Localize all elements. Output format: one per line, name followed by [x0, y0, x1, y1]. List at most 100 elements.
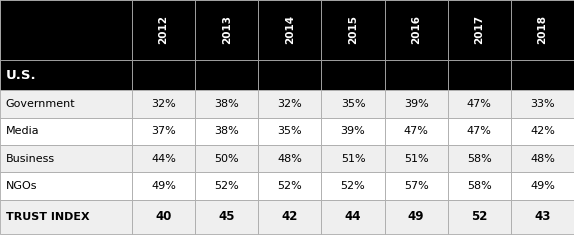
Bar — [0, 90, 132, 118]
Bar — [511, 172, 574, 200]
Bar — [448, 118, 511, 145]
Bar — [132, 118, 195, 145]
Text: 35%: 35% — [278, 126, 302, 136]
Bar — [511, 0, 574, 60]
Text: 42: 42 — [282, 210, 298, 224]
Bar — [511, 60, 574, 90]
Bar — [132, 200, 195, 234]
Bar — [321, 0, 385, 60]
Text: 49: 49 — [408, 210, 424, 224]
Bar — [258, 200, 321, 234]
Bar — [385, 172, 448, 200]
Bar — [321, 60, 385, 90]
Text: 47%: 47% — [467, 99, 492, 109]
Bar — [321, 145, 385, 172]
Text: 33%: 33% — [530, 99, 554, 109]
Bar — [0, 172, 132, 200]
Bar — [0, 118, 132, 145]
Text: 2014: 2014 — [285, 15, 295, 44]
Bar — [511, 90, 574, 118]
Text: 39%: 39% — [340, 126, 366, 136]
Bar — [195, 90, 258, 118]
Text: 49%: 49% — [151, 181, 176, 191]
Bar — [385, 60, 448, 90]
Bar — [195, 200, 258, 234]
Bar — [385, 118, 448, 145]
Bar — [448, 172, 511, 200]
Bar — [511, 145, 574, 172]
Text: 2016: 2016 — [411, 15, 421, 44]
Bar — [448, 200, 511, 234]
Bar — [0, 60, 132, 90]
Bar — [132, 172, 195, 200]
Text: 2015: 2015 — [348, 15, 358, 44]
Bar — [258, 145, 321, 172]
Text: 57%: 57% — [404, 181, 429, 191]
Text: 52: 52 — [471, 210, 487, 224]
Bar — [511, 118, 574, 145]
Text: 58%: 58% — [467, 181, 492, 191]
Bar — [132, 0, 195, 60]
Text: 42%: 42% — [530, 126, 555, 136]
Bar — [448, 90, 511, 118]
Bar — [511, 200, 574, 234]
Text: 2018: 2018 — [537, 15, 548, 44]
Bar — [258, 0, 321, 60]
Text: 48%: 48% — [530, 154, 555, 163]
Bar — [132, 60, 195, 90]
Bar — [0, 0, 132, 60]
Text: 52%: 52% — [277, 181, 302, 191]
Bar — [132, 145, 195, 172]
Bar — [385, 145, 448, 172]
Bar — [385, 0, 448, 60]
Bar — [195, 118, 258, 145]
Text: Business: Business — [6, 154, 55, 163]
Text: NGOs: NGOs — [6, 181, 37, 191]
Bar — [195, 60, 258, 90]
Text: 47%: 47% — [467, 126, 492, 136]
Text: 32%: 32% — [151, 99, 176, 109]
Text: 38%: 38% — [214, 99, 239, 109]
Bar — [448, 145, 511, 172]
Text: 52%: 52% — [214, 181, 239, 191]
Bar — [195, 172, 258, 200]
Text: 38%: 38% — [214, 126, 239, 136]
Bar — [258, 90, 321, 118]
Text: 52%: 52% — [340, 181, 366, 191]
Bar — [321, 90, 385, 118]
Text: 51%: 51% — [341, 154, 365, 163]
Text: 45: 45 — [219, 210, 235, 224]
Bar — [258, 60, 321, 90]
Text: 58%: 58% — [467, 154, 492, 163]
Text: 39%: 39% — [404, 99, 429, 109]
Text: 44: 44 — [345, 210, 361, 224]
Text: 51%: 51% — [404, 154, 428, 163]
Bar — [321, 118, 385, 145]
Text: TRUST INDEX: TRUST INDEX — [6, 212, 90, 222]
Text: 43: 43 — [534, 210, 550, 224]
Bar — [195, 0, 258, 60]
Text: 37%: 37% — [151, 126, 176, 136]
Text: 40: 40 — [156, 210, 172, 224]
Bar — [258, 172, 321, 200]
Bar — [448, 60, 511, 90]
Text: 47%: 47% — [404, 126, 429, 136]
Text: Government: Government — [6, 99, 75, 109]
Text: 44%: 44% — [151, 154, 176, 163]
Text: 2017: 2017 — [474, 15, 484, 44]
Bar — [132, 90, 195, 118]
Text: Media: Media — [6, 126, 40, 136]
Bar — [448, 0, 511, 60]
Text: 50%: 50% — [215, 154, 239, 163]
Bar — [0, 200, 132, 234]
Text: 49%: 49% — [530, 181, 555, 191]
Text: 32%: 32% — [277, 99, 302, 109]
Bar — [321, 172, 385, 200]
Text: 48%: 48% — [277, 154, 302, 163]
Bar — [195, 145, 258, 172]
Text: 2012: 2012 — [158, 15, 169, 44]
Text: 2013: 2013 — [222, 15, 232, 44]
Text: U.S.: U.S. — [6, 69, 36, 81]
Bar — [321, 200, 385, 234]
Bar — [385, 90, 448, 118]
